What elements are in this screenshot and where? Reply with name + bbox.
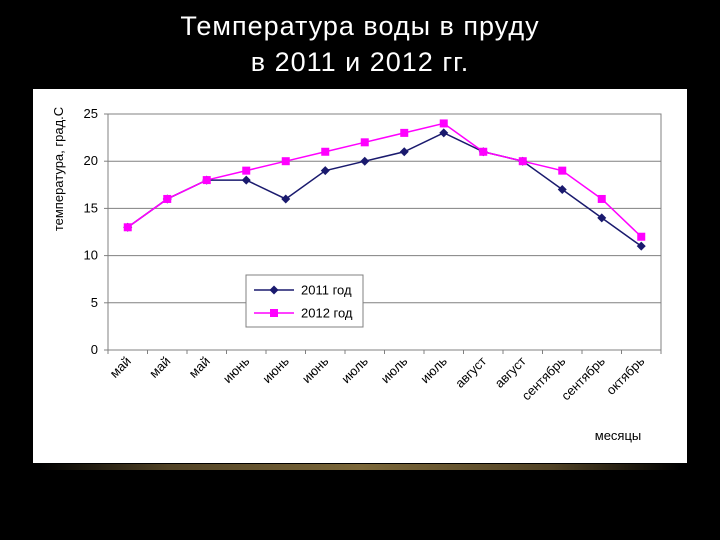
x-axis-label: месяцы xyxy=(595,428,642,443)
plot-area xyxy=(107,113,662,351)
chart-panel: 0 5 10 15 20 25 май май май июнь июнь июнь июль июль… xyxy=(33,89,687,463)
series-line-2 xyxy=(127,122,642,238)
grid-lines xyxy=(108,113,661,351)
data-point-series-1 xyxy=(557,185,567,195)
data-point-series-2 xyxy=(439,119,448,128)
data-point-series-1 xyxy=(636,241,646,251)
data-point-series-2 xyxy=(281,157,290,166)
x-tick-label: июнь xyxy=(259,353,292,386)
y-tick-label: 15 xyxy=(84,200,98,215)
x-tick-label: май xyxy=(146,354,173,381)
legend-marker-2 xyxy=(270,309,278,317)
data-point-series-2 xyxy=(202,176,211,185)
title-line-1: Температура воды в пруду xyxy=(180,11,540,41)
data-point-series-1 xyxy=(399,147,409,157)
x-tick-label: июнь xyxy=(299,353,332,386)
data-point-series-2 xyxy=(400,128,409,137)
legend-box xyxy=(245,274,364,328)
y-tick-label: 0 xyxy=(91,342,98,357)
x-tick-label: июль xyxy=(417,353,450,386)
data-point-series-1 xyxy=(281,194,291,204)
legend-label-1: 2011 год xyxy=(301,283,352,298)
slide-title: Температура воды в пруду в 2011 и 2012 г… xyxy=(0,8,720,80)
x-tick-label: май xyxy=(107,354,134,381)
y-tick-labels: 0 5 10 15 20 25 xyxy=(84,106,108,357)
data-point-series-1 xyxy=(320,166,330,176)
y-tick-label: 20 xyxy=(84,153,98,168)
data-point-series-1 xyxy=(360,156,370,166)
legend: 2011 год 2012 год xyxy=(245,274,364,328)
data-point-series-2 xyxy=(360,138,369,147)
x-tick-labels: май май май июнь июнь июнь июль июль июль август а… xyxy=(107,350,662,403)
data-point-series-2 xyxy=(518,157,527,166)
data-point-series-1 xyxy=(241,175,251,185)
data-point-series-2 xyxy=(479,147,488,156)
x-tick-label: октябрь xyxy=(603,353,647,397)
data-point-series-2 xyxy=(321,147,330,156)
legend-marker-1 xyxy=(269,285,279,295)
series-line-1 xyxy=(127,132,642,247)
data-point-series-2 xyxy=(597,194,606,203)
data-point-series-2 xyxy=(123,223,132,232)
data-point-series-2 xyxy=(163,194,172,203)
x-tick-label: сентябрь xyxy=(558,353,608,403)
data-point-series-1 xyxy=(597,213,607,223)
data-point-series-1 xyxy=(439,128,449,138)
x-tick-label: июль xyxy=(338,353,371,386)
data-point-series-2 xyxy=(558,166,567,175)
data-point-series-2 xyxy=(242,166,251,175)
title-line-2: в 2011 и 2012 гг. xyxy=(250,47,470,77)
y-tick-label: 5 xyxy=(91,295,98,310)
y-tick-label: 25 xyxy=(84,106,98,121)
y-tick-label: 10 xyxy=(84,248,98,263)
x-tick-label: август xyxy=(452,353,489,390)
legend-label-2: 2012 год xyxy=(301,306,353,321)
x-tick-label: июнь xyxy=(220,353,253,386)
series-group xyxy=(123,119,646,251)
divider-line xyxy=(40,464,680,470)
x-tick-label: август xyxy=(492,353,529,390)
data-point-series-2 xyxy=(637,232,646,241)
x-tick-label: май xyxy=(186,354,213,381)
y-axis-label: температура, град.С xyxy=(51,107,66,231)
x-tick-label: июль xyxy=(378,353,411,386)
